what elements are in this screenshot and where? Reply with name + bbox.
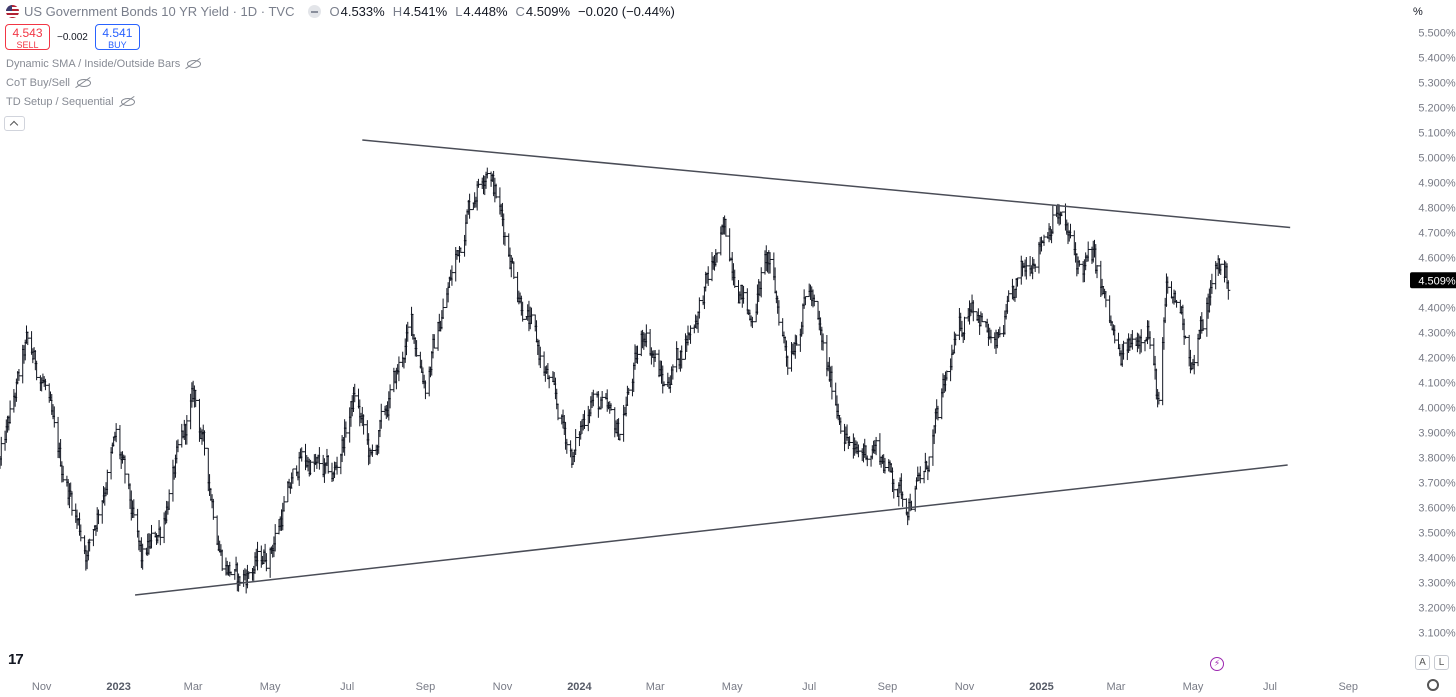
legend-toggle-icon[interactable] [308, 5, 322, 18]
y-tick-label: 4.800% [1418, 203, 1456, 215]
log-scale-button[interactable]: L [1434, 655, 1449, 670]
indicator-label: TD Setup / Sequential [6, 96, 114, 108]
price-axis[interactable]: 5.500% 5.400% 5.300% 5.200% 5.100% 5.000% 4.90… [1418, 28, 1456, 640]
x-tick-label: Sep [878, 681, 898, 693]
y-tick-label: 4.700% [1418, 228, 1456, 240]
trend-lines[interactable] [134, 139, 1291, 596]
eye-hidden-icon[interactable] [187, 60, 202, 68]
last-price-badge: 4.509% [1410, 272, 1456, 289]
y-tick-label: 3.800% [1418, 453, 1456, 465]
x-tick-label: 2023 [106, 681, 130, 693]
spread-value: −0.002 [57, 31, 88, 43]
y-tick-label: 4.300% [1418, 328, 1456, 340]
ohlc-bars [0, 167, 1231, 594]
y-tick-label: 3.200% [1418, 603, 1456, 615]
y-tick-label: 5.000% [1418, 153, 1456, 165]
y-tick-label: 4.600% [1418, 253, 1456, 265]
x-tick-label: Nov [955, 681, 975, 693]
x-tick-label: Jul [340, 681, 354, 693]
y-tick-label: 4.900% [1418, 178, 1456, 190]
x-tick-label: 2024 [567, 681, 592, 693]
indicator-label: Dynamic SMA / Inside/Outside Bars [6, 58, 181, 70]
trend-line-lower [134, 464, 1288, 596]
x-tick-label: May [260, 681, 281, 693]
y-tick-label: 3.400% [1418, 553, 1456, 565]
indicator-dynamic-sma[interactable]: Dynamic SMA / Inside/Outside Bars [6, 58, 202, 70]
x-tick-label: 2025 [1029, 681, 1053, 693]
eye-hidden-icon[interactable] [77, 79, 91, 87]
last-price-label: 4.509% [1418, 275, 1456, 287]
y-tick-label: 4.200% [1418, 353, 1456, 365]
symbol-title[interactable]: US Government Bonds 10 YR Yield · 1D · T… [24, 4, 295, 19]
y-tick-label: 3.600% [1418, 503, 1456, 515]
buy-button[interactable]: 4.541 BUY [94, 24, 140, 50]
x-tick-label: Mar [1106, 681, 1125, 693]
x-tick-label: Jul [802, 681, 816, 693]
sell-price: 4.543 [12, 26, 43, 40]
y-tick-label: 3.900% [1418, 428, 1456, 440]
sell-label: SELL [16, 40, 39, 50]
eye-hidden-icon[interactable] [120, 98, 135, 106]
x-tick-label: Mar [184, 681, 203, 693]
ohlc-high: H4.541% [392, 4, 448, 19]
y-tick-label: 4.100% [1418, 378, 1456, 390]
y-tick-label: 4.000% [1418, 403, 1456, 415]
y-tick-label: 5.100% [1418, 128, 1456, 140]
x-tick-label: Nov [493, 681, 513, 693]
x-tick-label: Sep [416, 681, 436, 693]
auto-scale-button[interactable]: A [1415, 655, 1430, 670]
x-tick-label: Mar [646, 681, 665, 693]
y-tick-label: 5.500% [1418, 28, 1456, 40]
trend-line-upper [362, 139, 1291, 229]
ohlc-open: O4.533% [329, 4, 385, 19]
gear-icon[interactable] [1427, 679, 1439, 691]
time-axis[interactable]: Nov 2023 Mar May Jul Sep Nov 2024 Mar May Jul Sep No… [32, 681, 1358, 693]
price-unit-label[interactable]: % [1413, 6, 1423, 18]
buy-label: BUY [108, 40, 127, 50]
indicator-label: CoT Buy/Sell [6, 77, 70, 89]
us-flag-icon [6, 5, 19, 18]
symbol-legend: US Government Bonds 10 YR Yield · 1D · T… [6, 4, 675, 19]
y-tick-label: 3.300% [1418, 578, 1456, 590]
y-tick-label: 5.300% [1418, 78, 1456, 90]
x-tick-label: Nov [32, 681, 52, 693]
y-tick-label: 3.500% [1418, 528, 1456, 540]
ohlc-low: L4.448% [455, 4, 508, 19]
sell-button[interactable]: 4.543 SELL [5, 24, 50, 50]
y-tick-label: 5.200% [1418, 103, 1456, 115]
y-tick-label: 3.700% [1418, 478, 1456, 490]
ohlc-close: C4.509% [515, 4, 570, 19]
tradingview-logo-icon[interactable]: 17 [8, 651, 24, 668]
buy-price: 4.541 [102, 26, 133, 40]
x-tick-label: Jul [1263, 681, 1277, 693]
y-tick-label: 4.400% [1418, 303, 1456, 315]
last-price-badge-bg [1410, 272, 1456, 289]
x-tick-label: May [1183, 681, 1204, 693]
collapse-legend-button[interactable] [4, 116, 25, 131]
y-tick-label: 3.100% [1418, 628, 1456, 640]
indicator-td-setup[interactable]: TD Setup / Sequential [6, 96, 135, 108]
indicator-cot[interactable]: CoT Buy/Sell [6, 77, 91, 89]
trade-panel: 4.543 SELL −0.002 4.541 BUY [5, 24, 140, 50]
y-tick-label: 5.400% [1418, 53, 1456, 65]
bolt-icon[interactable]: ⚡ [1210, 657, 1224, 671]
x-tick-label: Sep [1338, 681, 1358, 693]
price-change: −0.020 (−0.44%) [578, 4, 675, 19]
x-tick-label: May [722, 681, 743, 693]
